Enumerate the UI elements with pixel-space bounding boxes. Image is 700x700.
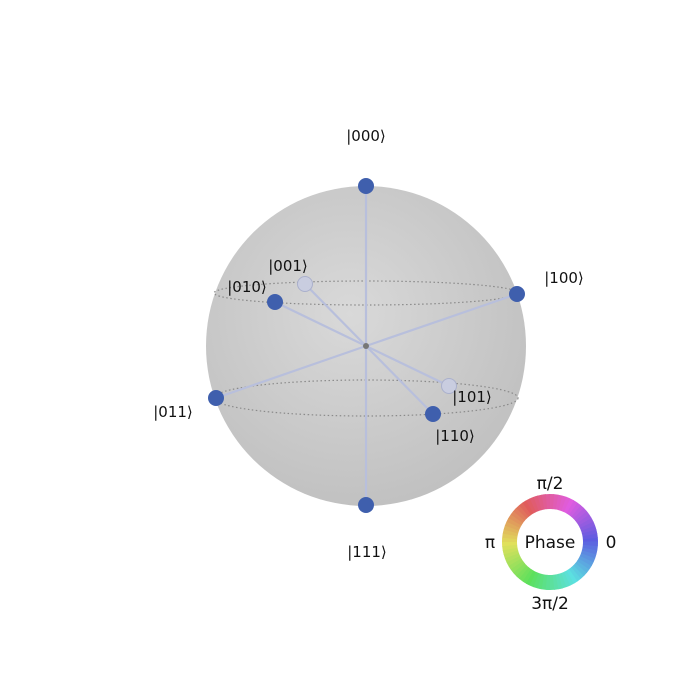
phase-wheel-segment bbox=[582, 541, 598, 547]
phase-wheel-segment bbox=[502, 547, 519, 556]
phase-wheel-segment bbox=[516, 565, 530, 580]
phase-wheel-segment bbox=[579, 552, 596, 563]
phase-wheel-segment bbox=[552, 574, 559, 590]
phase-wheel-segment bbox=[563, 570, 575, 586]
state-marker-001 bbox=[297, 276, 313, 292]
phase-wheel-segment bbox=[558, 572, 568, 589]
phase-wheel-segment bbox=[581, 528, 598, 537]
phase-wheel-segment bbox=[574, 510, 590, 524]
phase-wheel-segment bbox=[571, 565, 585, 579]
phase-label-top: π/2 bbox=[537, 474, 564, 494]
phase-wheel-segment bbox=[502, 533, 518, 540]
phase-wheel-segment bbox=[513, 563, 527, 577]
phase-wheel-segment bbox=[576, 513, 592, 526]
phase-wheel-segment bbox=[545, 574, 551, 590]
phase-wheel-segment bbox=[561, 571, 571, 588]
state-marker-110 bbox=[425, 406, 441, 422]
phase-wheel-segment bbox=[503, 550, 520, 560]
phase-wheel-segment bbox=[566, 568, 579, 584]
state-label-110: |110⟩ bbox=[435, 427, 475, 445]
phase-wheel-segment bbox=[525, 498, 537, 514]
phase-wheel-segment bbox=[580, 524, 597, 534]
phase-wheel-segment bbox=[558, 495, 567, 511]
phase-wheel-segment bbox=[541, 494, 548, 510]
state-label-000: |000⟩ bbox=[346, 127, 386, 145]
state-label-011: |011⟩ bbox=[153, 403, 193, 421]
phase-wheel-segment bbox=[573, 562, 588, 576]
phase-wheel-segment bbox=[526, 570, 537, 586]
state-label-010: |010⟩ bbox=[227, 278, 267, 296]
state-label-001: |001⟩ bbox=[268, 257, 308, 275]
edge-001 bbox=[303, 282, 368, 348]
phase-wheel-segment bbox=[506, 518, 522, 529]
edge-110 bbox=[364, 344, 435, 416]
state-label-101: |101⟩ bbox=[452, 388, 492, 406]
phase-wheel-segment bbox=[533, 573, 542, 589]
phase-wheel-segment bbox=[560, 496, 571, 513]
state-label-111: |111⟩ bbox=[347, 543, 387, 561]
state-label-100: |100⟩ bbox=[544, 269, 584, 287]
edge-101 bbox=[364, 344, 451, 388]
phase-wheel-segment bbox=[529, 571, 540, 588]
phase-wheel-segment bbox=[568, 502, 581, 517]
phase-wheel-segment bbox=[581, 547, 598, 555]
phase-wheel-segment bbox=[529, 496, 539, 513]
state-marker-100 bbox=[509, 286, 525, 302]
state-marker-111 bbox=[358, 497, 374, 513]
phase-wheel-segment bbox=[532, 495, 542, 512]
phase-wheel-segment bbox=[570, 504, 584, 519]
phase-wheel-segment bbox=[577, 558, 592, 570]
phase-wheel-segment bbox=[579, 521, 596, 531]
phase-wheel-segment bbox=[502, 529, 519, 537]
phase-wheel-segment bbox=[566, 500, 578, 515]
phase-wheel-segment bbox=[518, 502, 532, 518]
phase-wheel-segment bbox=[555, 494, 563, 511]
phase-wheel-segment bbox=[515, 505, 529, 519]
phase-wheel-segment bbox=[578, 517, 594, 529]
phase-wheel-segment bbox=[519, 567, 532, 582]
phase-wheel-segment bbox=[578, 555, 594, 566]
phase-wheel-segment bbox=[555, 573, 564, 590]
phase-color-wheel bbox=[502, 494, 598, 590]
phase-wheel-segment bbox=[541, 574, 548, 590]
phase-label-left: π bbox=[485, 533, 495, 553]
state-marker-000 bbox=[358, 178, 374, 194]
phase-wheel-segment bbox=[502, 537, 518, 543]
phase-wheel-segment bbox=[502, 544, 518, 551]
phase-legend-title: Phase bbox=[525, 533, 576, 553]
edge-010 bbox=[273, 300, 368, 348]
phase-wheel-segment bbox=[521, 500, 534, 516]
lower-latitude-ring bbox=[213, 379, 519, 417]
phase-wheel-segment bbox=[552, 494, 559, 510]
phase-wheel-segment bbox=[575, 560, 590, 573]
phase-wheel-segment bbox=[563, 498, 574, 514]
phase-wheel-segment bbox=[549, 494, 555, 510]
phase-wheel-segment bbox=[506, 555, 522, 567]
state-marker-011 bbox=[208, 390, 224, 406]
edge-100 bbox=[364, 292, 519, 348]
phase-wheel-segment bbox=[504, 521, 521, 532]
phase-wheel-segment bbox=[510, 560, 526, 574]
phase-wheel-segment bbox=[582, 533, 598, 540]
phase-wheel-segment bbox=[503, 525, 519, 534]
phase-label-right: 0 bbox=[606, 533, 617, 553]
phase-wheel-segment bbox=[582, 544, 598, 551]
phase-wheel-segment bbox=[508, 558, 524, 571]
phase-wheel-segment bbox=[537, 573, 545, 590]
phase-wheel-segment bbox=[573, 507, 587, 521]
phase-wheel-segment bbox=[510, 511, 525, 524]
edge-011 bbox=[214, 344, 368, 400]
state-marker-010 bbox=[267, 294, 283, 310]
phase-wheel-segment bbox=[536, 494, 545, 511]
sphere-center bbox=[363, 343, 369, 349]
phase-wheel-segment bbox=[581, 550, 597, 559]
phase-wheel-segment bbox=[522, 569, 534, 584]
state-marker-101 bbox=[441, 378, 457, 394]
phase-wheel-segment bbox=[568, 566, 582, 582]
phase-label-bottom: 3π/2 bbox=[531, 594, 569, 614]
phase-wheel-segment bbox=[508, 514, 523, 526]
phase-wheel-segment bbox=[512, 508, 527, 522]
phase-wheel-segment bbox=[504, 553, 521, 563]
